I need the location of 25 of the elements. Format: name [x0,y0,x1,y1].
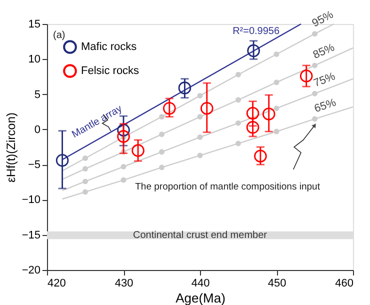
text: 85% [311,42,337,62]
y-tick-label: 5 [34,88,40,101]
x-tick-label: 440 [191,278,210,290]
y-tick-label: −5 [28,159,40,172]
x-tick-label: 420 [48,278,66,290]
y-tick-label: 0 [34,124,40,136]
band-label: Continental crust end member [133,230,268,242]
y-tick-label: −15 [22,229,40,242]
y-tick-label: 15 [28,18,40,30]
text: 65% [312,96,338,116]
y-tick-label: −10 [22,194,40,206]
annotation: The proportion of mantle compositions input [135,181,320,192]
legend-label: Mafic rocks [81,41,138,53]
y-tick-label: 10 [28,54,40,66]
annotation: (a) [53,30,66,41]
x-axis-title: Age(Ma) [176,290,226,305]
text: 75% [312,70,338,90]
x-tick-label: 460 [335,278,354,290]
annotation: R²=0.9956 [232,26,280,37]
x-tick-label: 450 [268,278,286,290]
y-axis-title: εHf(t)(Zircon) [4,112,18,183]
x-tick-label: 430 [114,278,134,290]
y-tick-label: −20 [22,264,40,276]
legend-label: Felsic rocks [81,65,140,77]
text: 95% [310,8,336,30]
